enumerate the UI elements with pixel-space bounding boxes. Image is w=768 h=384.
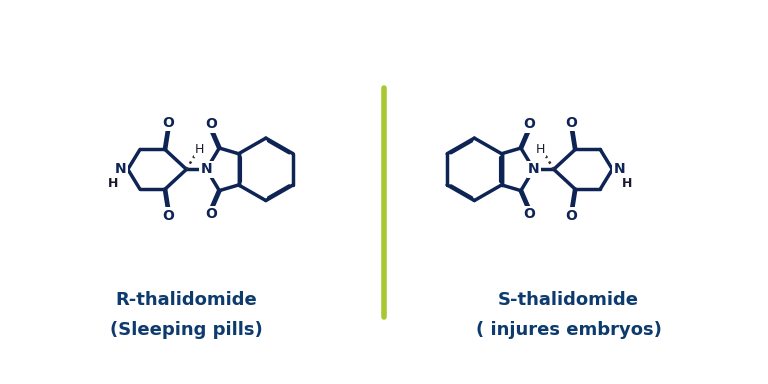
Text: S-thalidomide: S-thalidomide xyxy=(498,291,639,310)
Text: N: N xyxy=(528,162,540,176)
Text: O: O xyxy=(524,207,535,222)
Text: O: O xyxy=(205,117,217,131)
Text: N: N xyxy=(200,162,212,176)
Text: O: O xyxy=(566,209,578,223)
Text: R-thalidomide: R-thalidomide xyxy=(115,291,257,310)
Text: O: O xyxy=(205,207,217,222)
Text: O: O xyxy=(163,116,174,130)
Text: O: O xyxy=(524,117,535,131)
Text: O: O xyxy=(163,209,174,223)
Text: H: H xyxy=(195,143,204,156)
Text: N: N xyxy=(614,162,625,176)
Text: O: O xyxy=(566,116,578,130)
Text: N: N xyxy=(115,162,127,176)
Text: H: H xyxy=(536,143,545,156)
Text: H: H xyxy=(621,177,632,190)
Text: (Sleeping pills): (Sleeping pills) xyxy=(110,321,263,339)
Text: ( injures embryos): ( injures embryos) xyxy=(475,321,661,339)
Text: H: H xyxy=(108,177,119,190)
